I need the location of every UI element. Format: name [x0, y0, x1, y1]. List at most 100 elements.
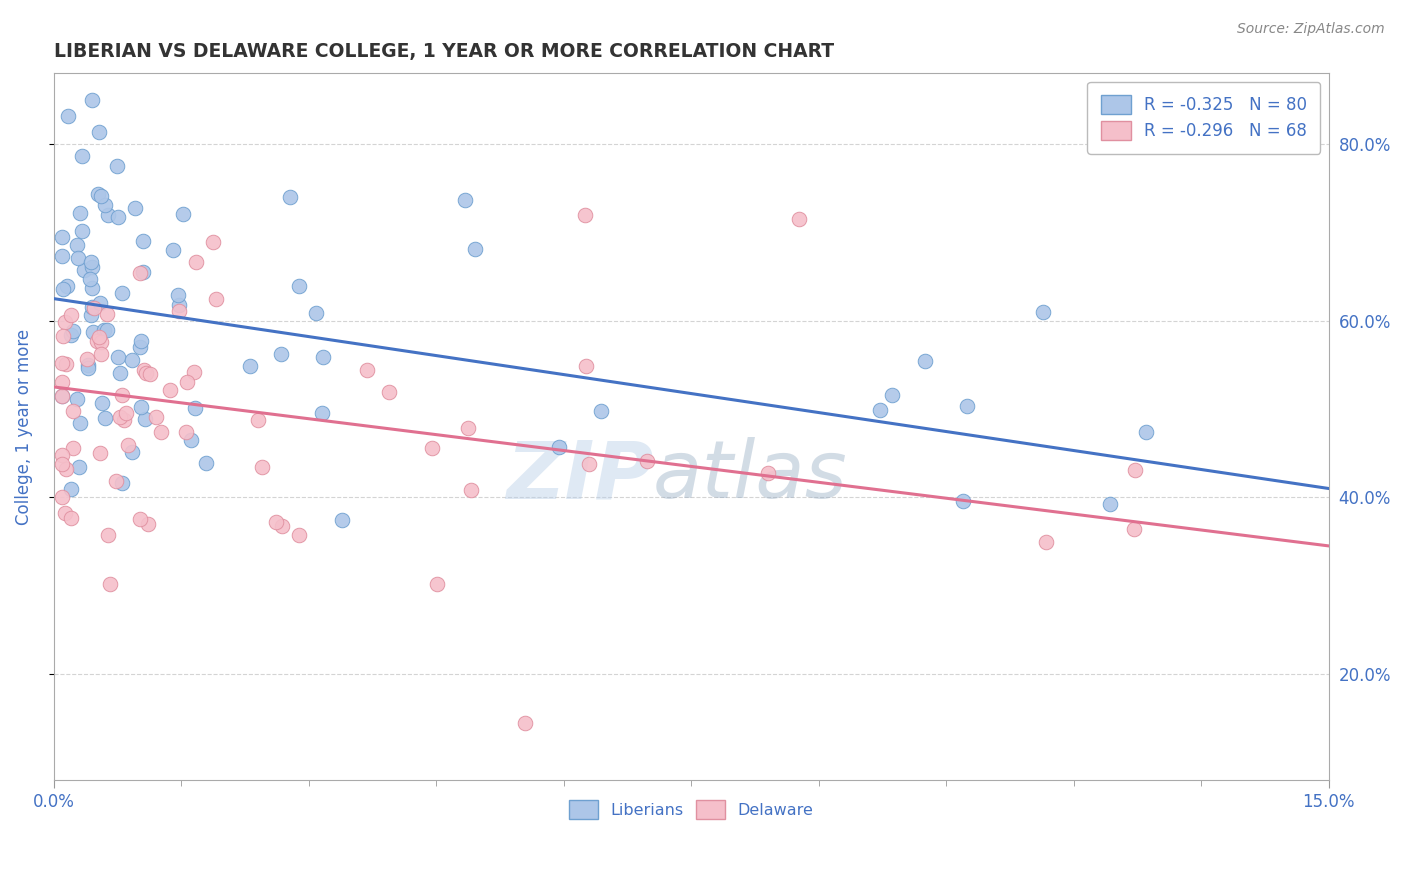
Point: [132, 264, 155, 278]
Point: [460, 483, 482, 498]
Point: [111, 388, 134, 402]
Point: [129, 340, 152, 354]
Point: [1035, 535, 1057, 549]
Point: [150, 425, 173, 440]
Point: [548, 440, 571, 454]
Point: [66, 392, 89, 406]
Point: [112, 413, 135, 427]
Point: [184, 255, 207, 269]
Point: [107, 210, 129, 224]
Point: [56, 279, 79, 293]
Point: [167, 304, 190, 318]
Point: [111, 285, 134, 300]
Point: [55, 357, 77, 371]
Point: [589, 404, 612, 418]
Point: [574, 208, 596, 222]
Point: [952, 493, 974, 508]
Point: [59, 511, 82, 525]
Point: [86, 334, 108, 348]
Text: Source: ZipAtlas.com: Source: ZipAtlas.com: [1237, 22, 1385, 37]
Point: [136, 516, 159, 531]
Text: LIBERIAN VS DELAWARE COLLEGE, 1 YEAR OR MORE CORRELATION CHART: LIBERIAN VS DELAWARE COLLEGE, 1 YEAR OR …: [53, 42, 834, 61]
Point: [60, 327, 83, 342]
Point: [311, 406, 333, 420]
Point: [51, 389, 73, 403]
Point: [420, 441, 443, 455]
Point: [124, 201, 146, 215]
Point: [56, 109, 79, 123]
Point: [201, 235, 224, 250]
Point: [464, 243, 486, 257]
Point: [87, 330, 110, 344]
Point: [55, 462, 77, 476]
Point: [60, 309, 83, 323]
Point: [1098, 497, 1121, 511]
Point: [305, 306, 328, 320]
Point: [90, 189, 112, 203]
Point: [575, 359, 598, 373]
Point: [90, 334, 112, 349]
Point: [87, 187, 110, 202]
Point: [270, 346, 292, 360]
Point: [110, 367, 132, 381]
Text: atlas: atlas: [652, 437, 848, 516]
Point: [51, 389, 73, 403]
Point: [53, 507, 76, 521]
Point: [90, 347, 112, 361]
Point: [167, 287, 190, 301]
Point: [87, 125, 110, 139]
Point: [287, 279, 309, 293]
Point: [52, 282, 75, 296]
Point: [180, 433, 202, 447]
Point: [51, 230, 73, 244]
Point: [1135, 425, 1157, 439]
Point: [107, 350, 129, 364]
Point: [132, 362, 155, 376]
Point: [174, 425, 197, 439]
Point: [76, 351, 98, 366]
Point: [96, 308, 118, 322]
Point: [80, 260, 103, 274]
Point: [129, 266, 152, 280]
Point: [789, 211, 811, 226]
Point: [97, 528, 120, 542]
Point: [82, 326, 104, 340]
Point: [72, 149, 94, 163]
Point: [82, 300, 104, 314]
Point: [98, 577, 121, 591]
Point: [121, 445, 143, 459]
Point: [77, 361, 100, 376]
Point: [578, 458, 600, 472]
Point: [51, 375, 73, 389]
Point: [80, 309, 103, 323]
Point: [756, 467, 779, 481]
Point: [266, 515, 288, 529]
Point: [205, 293, 228, 307]
Y-axis label: College, 1 year or more: College, 1 year or more: [15, 328, 32, 524]
Point: [172, 207, 194, 221]
Point: [115, 406, 138, 420]
Point: [869, 403, 891, 417]
Point: [378, 384, 401, 399]
Point: [239, 359, 262, 373]
Point: [159, 384, 181, 398]
Point: [52, 328, 75, 343]
Point: [453, 194, 475, 208]
Point: [131, 234, 153, 248]
Point: [83, 301, 105, 315]
Point: [312, 351, 335, 365]
Point: [330, 513, 353, 527]
Point: [96, 323, 118, 337]
Point: [62, 324, 84, 338]
Point: [51, 458, 73, 472]
Point: [94, 411, 117, 425]
Point: [139, 367, 162, 381]
Point: [135, 366, 157, 380]
Point: [247, 413, 270, 427]
Point: [53, 315, 76, 329]
Point: [93, 323, 115, 337]
Point: [66, 238, 89, 252]
Point: [105, 159, 128, 173]
Point: [1032, 305, 1054, 319]
Point: [513, 715, 536, 730]
